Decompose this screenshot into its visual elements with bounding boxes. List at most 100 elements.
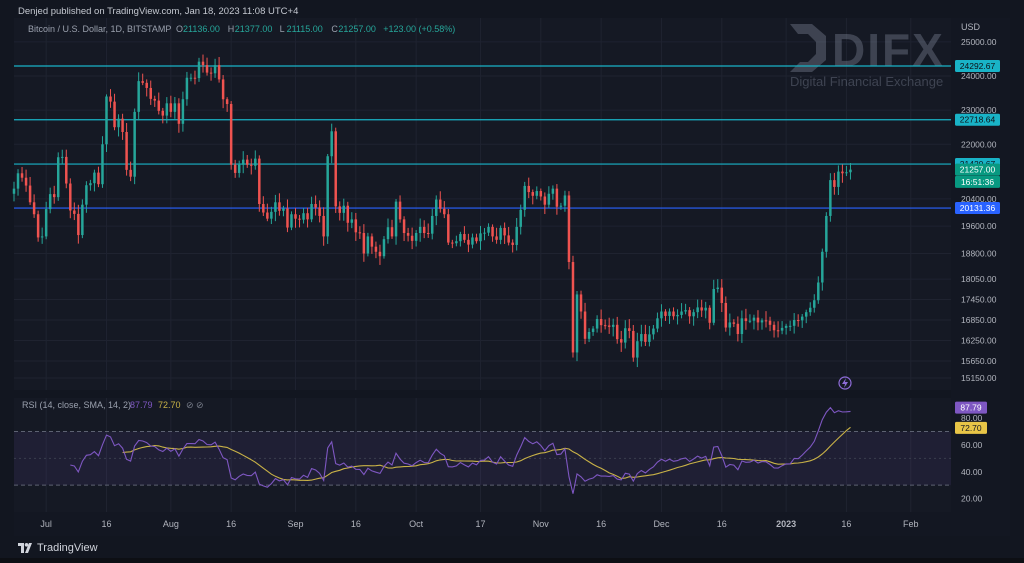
candle <box>225 97 229 112</box>
settings-icon[interactable]: ⊘ <box>196 400 204 410</box>
candle-body <box>684 310 687 312</box>
candle <box>841 164 844 183</box>
candle-body <box>772 324 776 331</box>
candle-body <box>603 325 607 327</box>
rsi-badge-text: 87.79 <box>960 403 982 413</box>
candle-body <box>193 77 197 79</box>
candle <box>330 123 333 164</box>
candle <box>414 230 418 247</box>
candle <box>788 320 792 332</box>
candle <box>708 305 711 330</box>
candle <box>97 166 100 188</box>
candle-body <box>314 204 317 208</box>
price-tick-label: 25000.00 <box>961 37 997 47</box>
price-tick-label: 15150.00 <box>961 373 997 383</box>
time-tick-label: 2023 <box>776 519 796 529</box>
candle-body <box>330 131 333 157</box>
candle-body <box>233 164 237 173</box>
candle <box>628 319 631 339</box>
candle <box>720 279 724 313</box>
candle-body <box>716 287 720 289</box>
candle <box>495 227 498 244</box>
candle-body <box>258 158 261 204</box>
candle <box>426 223 430 238</box>
candle-body <box>69 183 72 211</box>
candle <box>217 57 221 83</box>
price-badge: 21257.00 <box>955 163 1000 176</box>
candle <box>422 220 426 239</box>
candle <box>354 212 358 241</box>
price-badge: 24292.67 <box>955 60 1000 73</box>
candle <box>141 73 144 86</box>
price-tick-label: 17450.00 <box>961 295 997 305</box>
candle <box>825 212 828 258</box>
candle <box>358 226 362 239</box>
candle-body <box>583 311 587 339</box>
time-tick-label: Aug <box>163 519 179 529</box>
candle <box>205 57 209 76</box>
candle-body <box>575 294 579 353</box>
candle-body <box>527 185 530 193</box>
ohlc-value: 21136.00 <box>183 24 220 34</box>
candle-body <box>24 177 28 186</box>
candle <box>471 233 474 249</box>
candle <box>595 315 599 333</box>
candle-body <box>237 164 241 173</box>
candle <box>266 203 269 222</box>
candle-body <box>32 202 36 215</box>
candle-body <box>149 87 152 99</box>
price-tick-label: 24000.00 <box>961 71 997 81</box>
eye-off-icon[interactable]: ⊘ <box>186 400 194 410</box>
candle-body <box>241 159 245 165</box>
candle-body <box>829 180 832 216</box>
time-tick-label: 16 <box>841 519 851 529</box>
ohlc-change: +123.00 (+0.58%) <box>383 24 455 34</box>
symbol-label[interactable]: Bitcoin / U.S. Dollar, 1D, BITSTAMP <box>28 24 171 34</box>
candle-body <box>551 188 555 194</box>
candle <box>459 231 462 247</box>
candle <box>764 311 768 328</box>
candle <box>145 79 148 97</box>
published-text: Denjed published on TradingView.com, Jan… <box>18 6 298 17</box>
candle-body <box>245 159 249 165</box>
candle <box>463 226 466 243</box>
candle-body <box>439 199 442 209</box>
candle-body <box>56 157 60 198</box>
price-scale[interactable] <box>951 18 1010 512</box>
candle <box>209 67 213 81</box>
candle-body <box>744 318 748 322</box>
tradingview-footer[interactable]: TradingView <box>18 542 98 554</box>
candle-body <box>740 318 744 335</box>
candle-body <box>487 226 490 233</box>
candle-body <box>177 103 181 124</box>
price-pane[interactable] <box>14 18 951 390</box>
candle <box>282 205 285 217</box>
candle <box>213 58 217 78</box>
candle <box>611 318 615 337</box>
candle-body <box>85 185 88 205</box>
candle <box>599 309 603 333</box>
candle <box>443 201 446 219</box>
candle <box>430 208 434 240</box>
candle <box>760 318 764 330</box>
candle-body <box>225 99 229 105</box>
candle <box>487 223 490 236</box>
candle-body <box>479 233 482 242</box>
candle-body <box>459 234 462 242</box>
rsi-label[interactable]: RSI (14, close, SMA, 14, 2) <box>22 400 131 410</box>
lightning-icon[interactable] <box>838 376 852 390</box>
candle <box>137 72 140 121</box>
candle <box>780 321 784 335</box>
candle <box>258 155 261 212</box>
candle-body <box>644 334 647 342</box>
candle <box>322 207 325 246</box>
candle-body <box>346 205 350 223</box>
rsi-pane[interactable] <box>14 398 951 512</box>
candle-body <box>97 172 100 185</box>
candle-body <box>792 320 796 326</box>
candle <box>587 328 591 343</box>
time-scale[interactable] <box>14 512 1010 536</box>
candle-body <box>837 171 840 187</box>
candle <box>519 204 522 235</box>
